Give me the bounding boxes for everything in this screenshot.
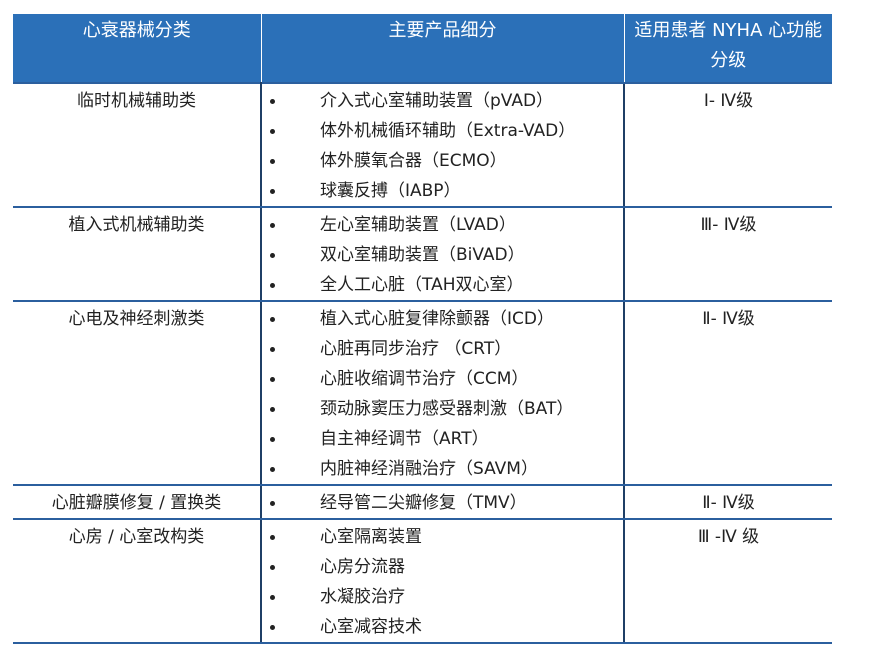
bullet (270, 99, 275, 104)
grade-cell: Ⅲ- Ⅳ级 (623, 207, 832, 302)
category-cell: 临时机械辅助类 (13, 82, 262, 208)
bullet (270, 407, 275, 412)
bullet (270, 501, 275, 506)
product-name: 心室减容技术 (320, 617, 422, 637)
bullet (270, 437, 275, 442)
bullet (270, 253, 275, 258)
product-item: 体外膜氧合器（ECMO） (262, 146, 623, 176)
product-item: 内脏神经消融治疗（SAVM） (262, 454, 623, 484)
product-name: 颈动脉窦压力感受器刺激（BAT） (320, 399, 574, 419)
category-cell: 心房 / 心室改构类 (13, 519, 262, 644)
product-name: 球囊反搏（IABP） (320, 181, 461, 201)
bullet (270, 347, 275, 352)
product-item: 经导管二尖瓣修复（TMV） (262, 488, 623, 518)
product-item: 全人工心脏（TAH双心室） (262, 270, 623, 300)
bullet (270, 189, 275, 194)
device-table: 心衰器械分类 主要产品细分 适用患者 NYHA 心功能分级 临时机械辅助类 介入式心室… (13, 14, 832, 644)
table-row: 心脏瓣膜修复 / 置换类 经导管二尖瓣修复（TMV） Ⅱ- Ⅳ级 (13, 485, 832, 520)
product-name: 介入式心室辅助装置（pVAD） (320, 91, 554, 111)
product-item: 心室减容技术 (262, 612, 623, 642)
bullet (270, 317, 275, 322)
grade-cell: Ⅱ- Ⅳ级 (623, 485, 832, 520)
bullet (270, 565, 275, 570)
product-item: 左心室辅助装置（LVAD） (262, 210, 623, 240)
bullet (270, 129, 275, 134)
category-cell: 心脏瓣膜修复 / 置换类 (13, 485, 262, 520)
product-name: 左心室辅助装置（LVAD） (320, 215, 516, 235)
product-name: 自主神经调节（ART） (320, 429, 489, 449)
product-name: 心脏再同步治疗 （CRT） (320, 339, 512, 359)
product-item: 自主神经调节（ART） (262, 424, 623, 454)
product-item: 颈动脉窦压力感受器刺激（BAT） (262, 394, 623, 424)
product-item: 球囊反搏（IABP） (262, 176, 623, 206)
product-item: 心脏收缩调节治疗（CCM） (262, 364, 623, 394)
product-name: 植入式心脏复律除颤器（ICD） (320, 309, 554, 329)
bullet (270, 159, 275, 164)
bullet (270, 467, 275, 472)
bullet (270, 223, 275, 228)
items-cell: 介入式心室辅助装置（pVAD） 体外机械循环辅助（Extra-VAD） 体外膜氧合器… (261, 82, 624, 208)
table-row: 心房 / 心室改构类 心室隔离装置 心房分流器 水凝胶治疗 心室减容技术 Ⅲ -Ⅳ 级 (13, 519, 832, 644)
table-row: 临时机械辅助类 介入式心室辅助装置（pVAD） 体外机械循环辅助（Extra-VAD… (13, 82, 832, 208)
product-item: 心脏再同步治疗 （CRT） (262, 334, 623, 364)
product-name: 经导管二尖瓣修复（TMV） (320, 493, 527, 513)
bullet (270, 595, 275, 600)
product-name: 心脏收缩调节治疗（CCM） (320, 369, 529, 389)
product-item: 植入式心脏复律除颤器（ICD） (262, 304, 623, 334)
header-cell: 心衰器械分类 (13, 14, 261, 83)
header-cell: 适用患者 NYHA 心功能分级 (623, 14, 832, 83)
bullet (270, 283, 275, 288)
product-item: 双心室辅助装置（BiVAD） (262, 240, 623, 270)
product-name: 内脏神经消融治疗（SAVM） (320, 459, 538, 479)
header-cell: 主要产品细分 (260, 14, 624, 83)
product-name: 全人工心脏（TAH双心室） (320, 275, 524, 295)
product-item: 体外机械循环辅助（Extra-VAD） (262, 116, 623, 146)
product-name: 体外机械循环辅助（Extra-VAD） (320, 121, 576, 141)
bullet (270, 625, 275, 630)
product-name: 心室隔离装置 (320, 527, 422, 547)
product-item: 心房分流器 (262, 552, 623, 582)
table-row: 植入式机械辅助类 左心室辅助装置（LVAD） 双心室辅助装置（BiVAD） 全人工心脏… (13, 207, 832, 302)
category-cell: 心电及神经刺激类 (13, 301, 262, 486)
items-cell: 心室隔离装置 心房分流器水凝胶治疗心室减容技术 (261, 519, 624, 644)
table-body: 临时机械辅助类 介入式心室辅助装置（pVAD） 体外机械循环辅助（Extra-VAD… (13, 82, 832, 644)
product-name: 水凝胶治疗 (320, 587, 405, 607)
grade-cell: Ⅲ -Ⅳ 级 (623, 519, 832, 644)
product-item: 心室隔离装置 (262, 522, 623, 552)
product-name: 心房分流器 (320, 557, 405, 577)
product-item: 介入式心室辅助装置（pVAD） (262, 86, 623, 116)
header-row: 心衰器械分类 主要产品细分 适用患者 NYHA 心功能分级 (13, 14, 832, 83)
bullet (270, 377, 275, 382)
table-row: 心电及神经刺激类 植入式心脏复律除颤器（ICD） 心脏再同步治疗 （CRT） 心脏收缩… (13, 301, 832, 486)
grade-cell: Ⅰ- Ⅳ级 (623, 82, 832, 208)
product-name: 体外膜氧合器（ECMO） (320, 151, 507, 171)
grade-cell: Ⅱ- Ⅳ级 (623, 301, 832, 486)
items-cell: 左心室辅助装置（LVAD） 双心室辅助装置（BiVAD） 全人工心脏（TAH双心室） (261, 207, 624, 302)
category-cell: 植入式机械辅助类 (13, 207, 262, 302)
items-cell: 经导管二尖瓣修复（TMV） (261, 485, 624, 520)
bullet (270, 535, 275, 540)
product-item: 水凝胶治疗 (262, 582, 623, 612)
product-name: 双心室辅助装置（BiVAD） (320, 245, 525, 265)
items-cell: 植入式心脏复律除颤器（ICD） 心脏再同步治疗 （CRT） 心脏收缩调节治疗（CCM… (261, 301, 624, 486)
